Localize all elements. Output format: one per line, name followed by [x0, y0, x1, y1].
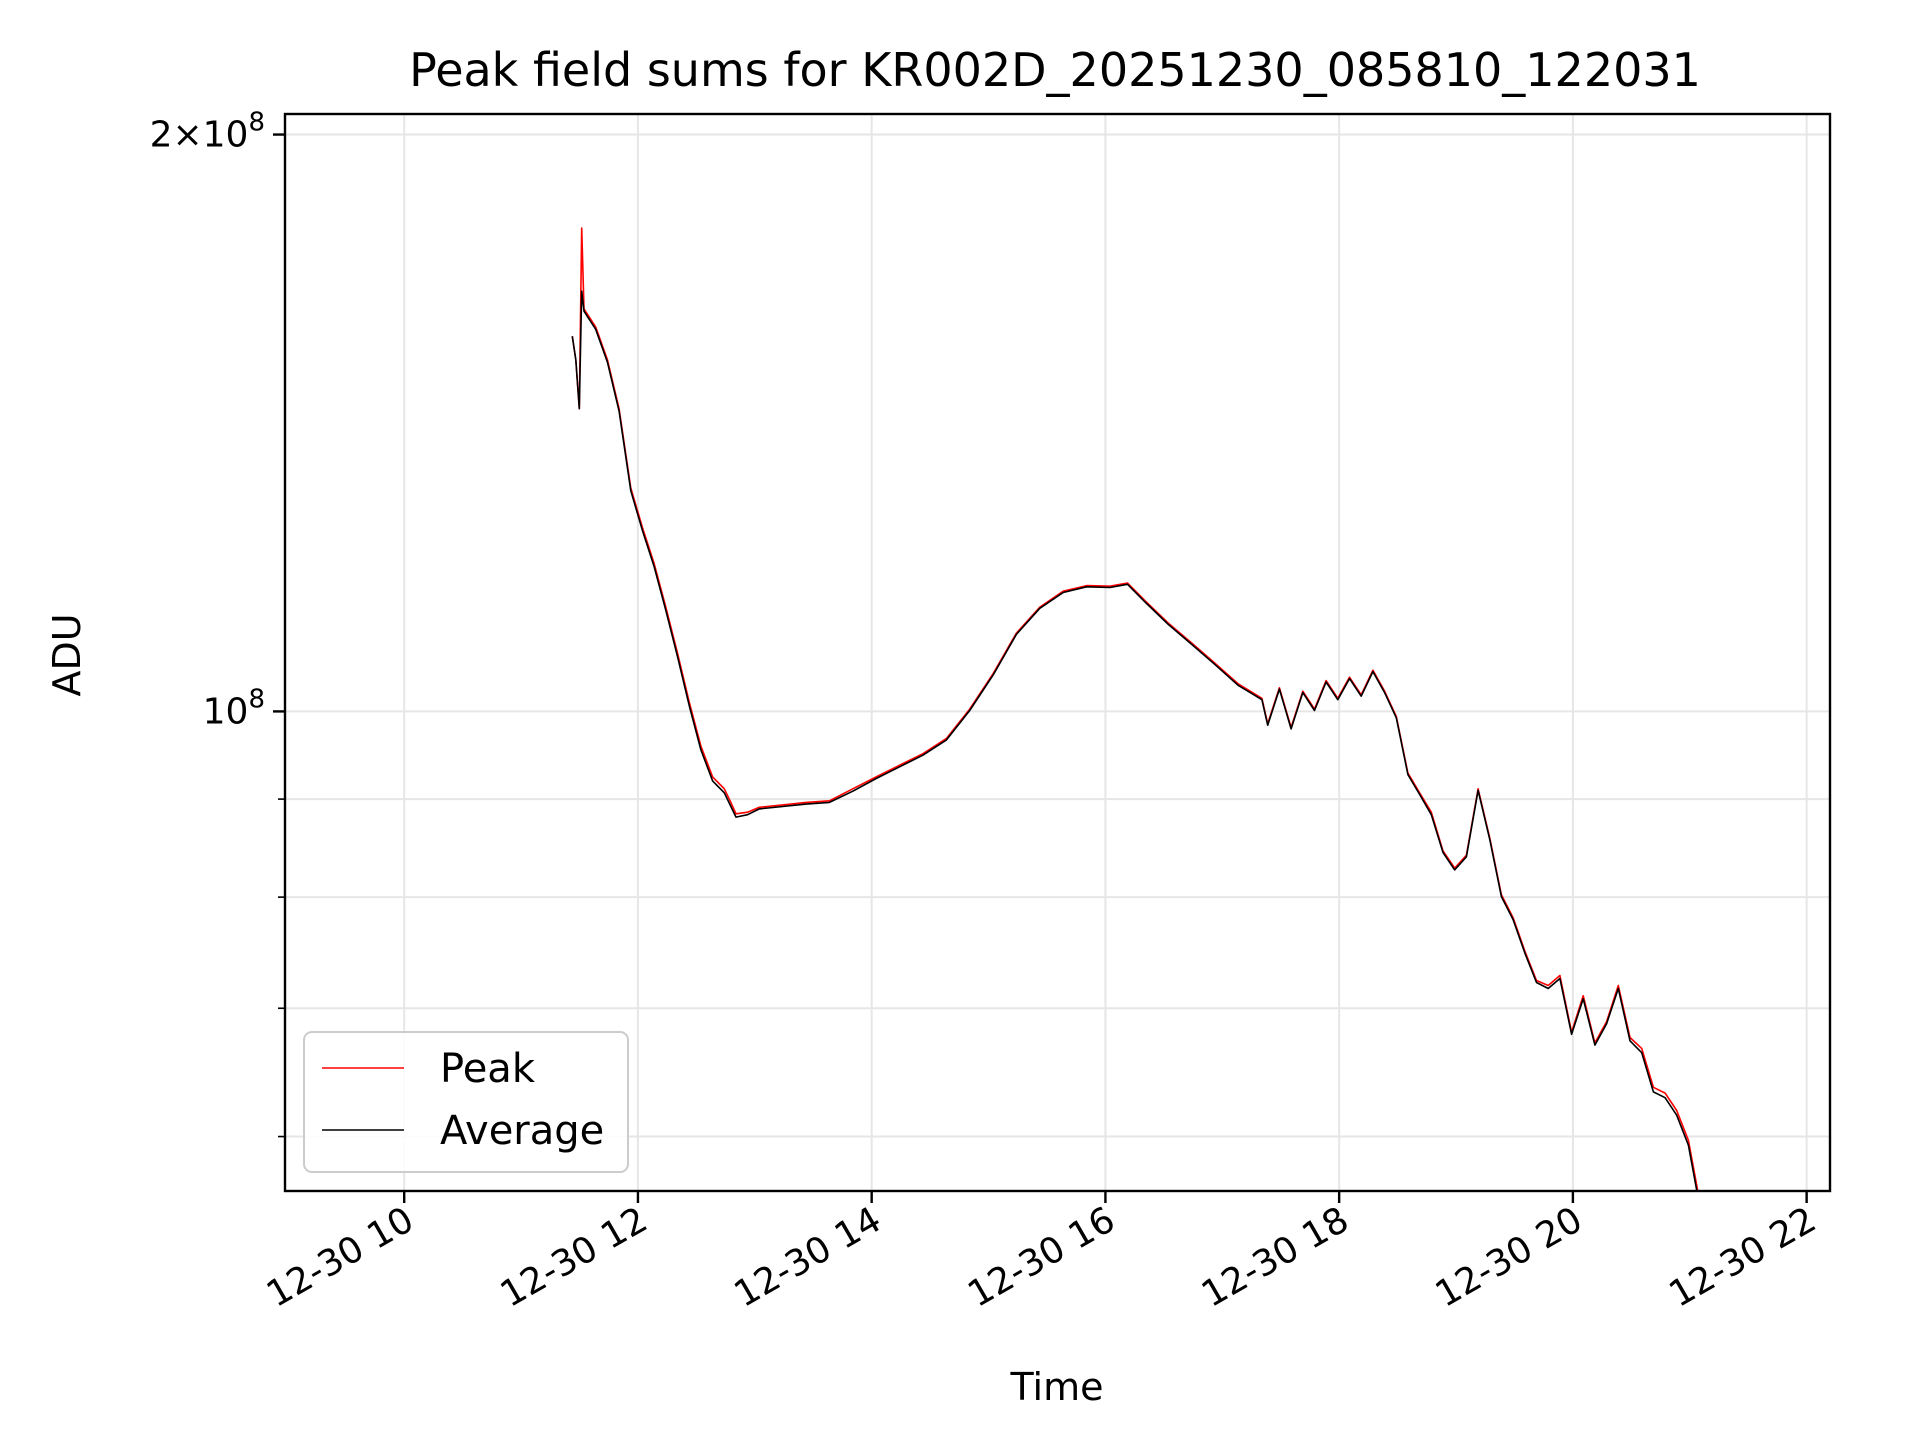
- y-tick-label-1: 2×108: [150, 108, 265, 156]
- y-axis-label: ADU: [45, 613, 89, 696]
- plot-area: [571, 227, 1699, 1191]
- series-line-average: [571, 290, 1698, 1191]
- series-layer: [571, 227, 1699, 1191]
- legend-label-peak: Peak: [440, 1046, 536, 1092]
- chart-title: Peak field sums for KR002D_20251230_0858…: [409, 43, 1701, 97]
- grid-lines: [285, 114, 1830, 1191]
- legend-box: [303, 1031, 629, 1173]
- plot-frame: [283, 112, 1832, 1193]
- x-axis-label: Time: [1010, 1365, 1104, 1409]
- legend-label-average: Average: [440, 1108, 604, 1154]
- y-tick-label-0: 108: [203, 684, 265, 732]
- legend: Peak Average: [303, 1031, 629, 1173]
